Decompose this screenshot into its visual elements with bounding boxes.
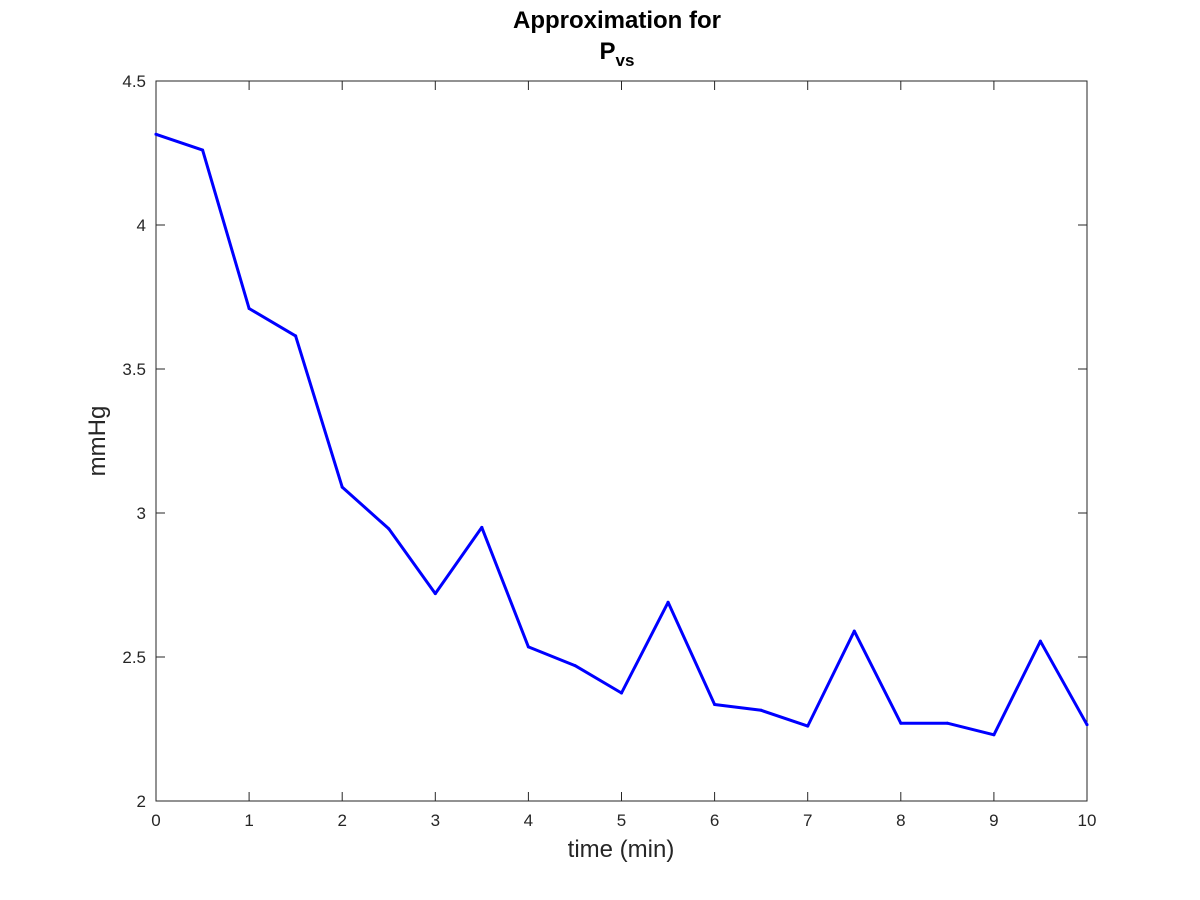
y-tick-label: 2.5	[122, 648, 146, 667]
data-point	[759, 708, 763, 712]
x-tick-label: 6	[710, 811, 719, 830]
data-point	[806, 724, 810, 728]
axis-tick-labels: 0 1 2 3 4 5 6 7 8 9 10 2 2.5 3 3.5 4 4.5	[122, 72, 1096, 830]
y-tick-label: 2	[137, 792, 146, 811]
data-point	[480, 525, 484, 529]
x-axis-label: time (min)	[568, 836, 675, 863]
y-tick-label: 4.5	[122, 72, 146, 91]
x-tick-label: 10	[1078, 811, 1097, 830]
x-tick-label: 3	[431, 811, 440, 830]
chart-title-line2: Pvs	[600, 38, 635, 70]
x-tick-label: 7	[803, 811, 812, 830]
x-tick-label: 9	[989, 811, 998, 830]
x-tick-label: 4	[524, 811, 533, 830]
chart-title-line1: Approximation for	[513, 7, 721, 34]
y-tick-label: 4	[137, 216, 146, 235]
x-tick-label: 5	[617, 811, 626, 830]
data-point	[387, 527, 391, 531]
data-point	[573, 664, 577, 668]
data-point	[992, 733, 996, 737]
data-point	[945, 721, 949, 725]
y-tick-label: 3	[137, 504, 146, 523]
data-point	[666, 600, 670, 604]
data-point	[620, 691, 623, 695]
data-point	[526, 645, 530, 649]
plot-area	[155, 80, 1088, 802]
x-tick-label: 2	[337, 811, 346, 830]
chart-title-symbol: P	[600, 38, 616, 65]
data-point	[899, 721, 903, 725]
x-tick-label: 1	[244, 811, 253, 830]
data-point	[1085, 723, 1089, 727]
data-point	[1038, 639, 1042, 643]
axis-ticks	[155, 80, 1088, 802]
data-point	[154, 132, 158, 136]
data-point	[201, 148, 205, 152]
x-tick-label: 0	[151, 811, 160, 830]
data-point	[713, 703, 717, 707]
data-point	[294, 334, 298, 338]
data-point	[433, 592, 437, 596]
y-axis-label: mmHg	[84, 406, 111, 477]
data-point	[247, 307, 251, 311]
y-tick-label: 3.5	[122, 360, 146, 379]
data-point	[340, 485, 344, 489]
x-tick-label: 8	[896, 811, 905, 830]
data-point	[852, 629, 856, 633]
series-points	[154, 132, 1089, 737]
chart-title-subscript: vs	[616, 51, 635, 70]
